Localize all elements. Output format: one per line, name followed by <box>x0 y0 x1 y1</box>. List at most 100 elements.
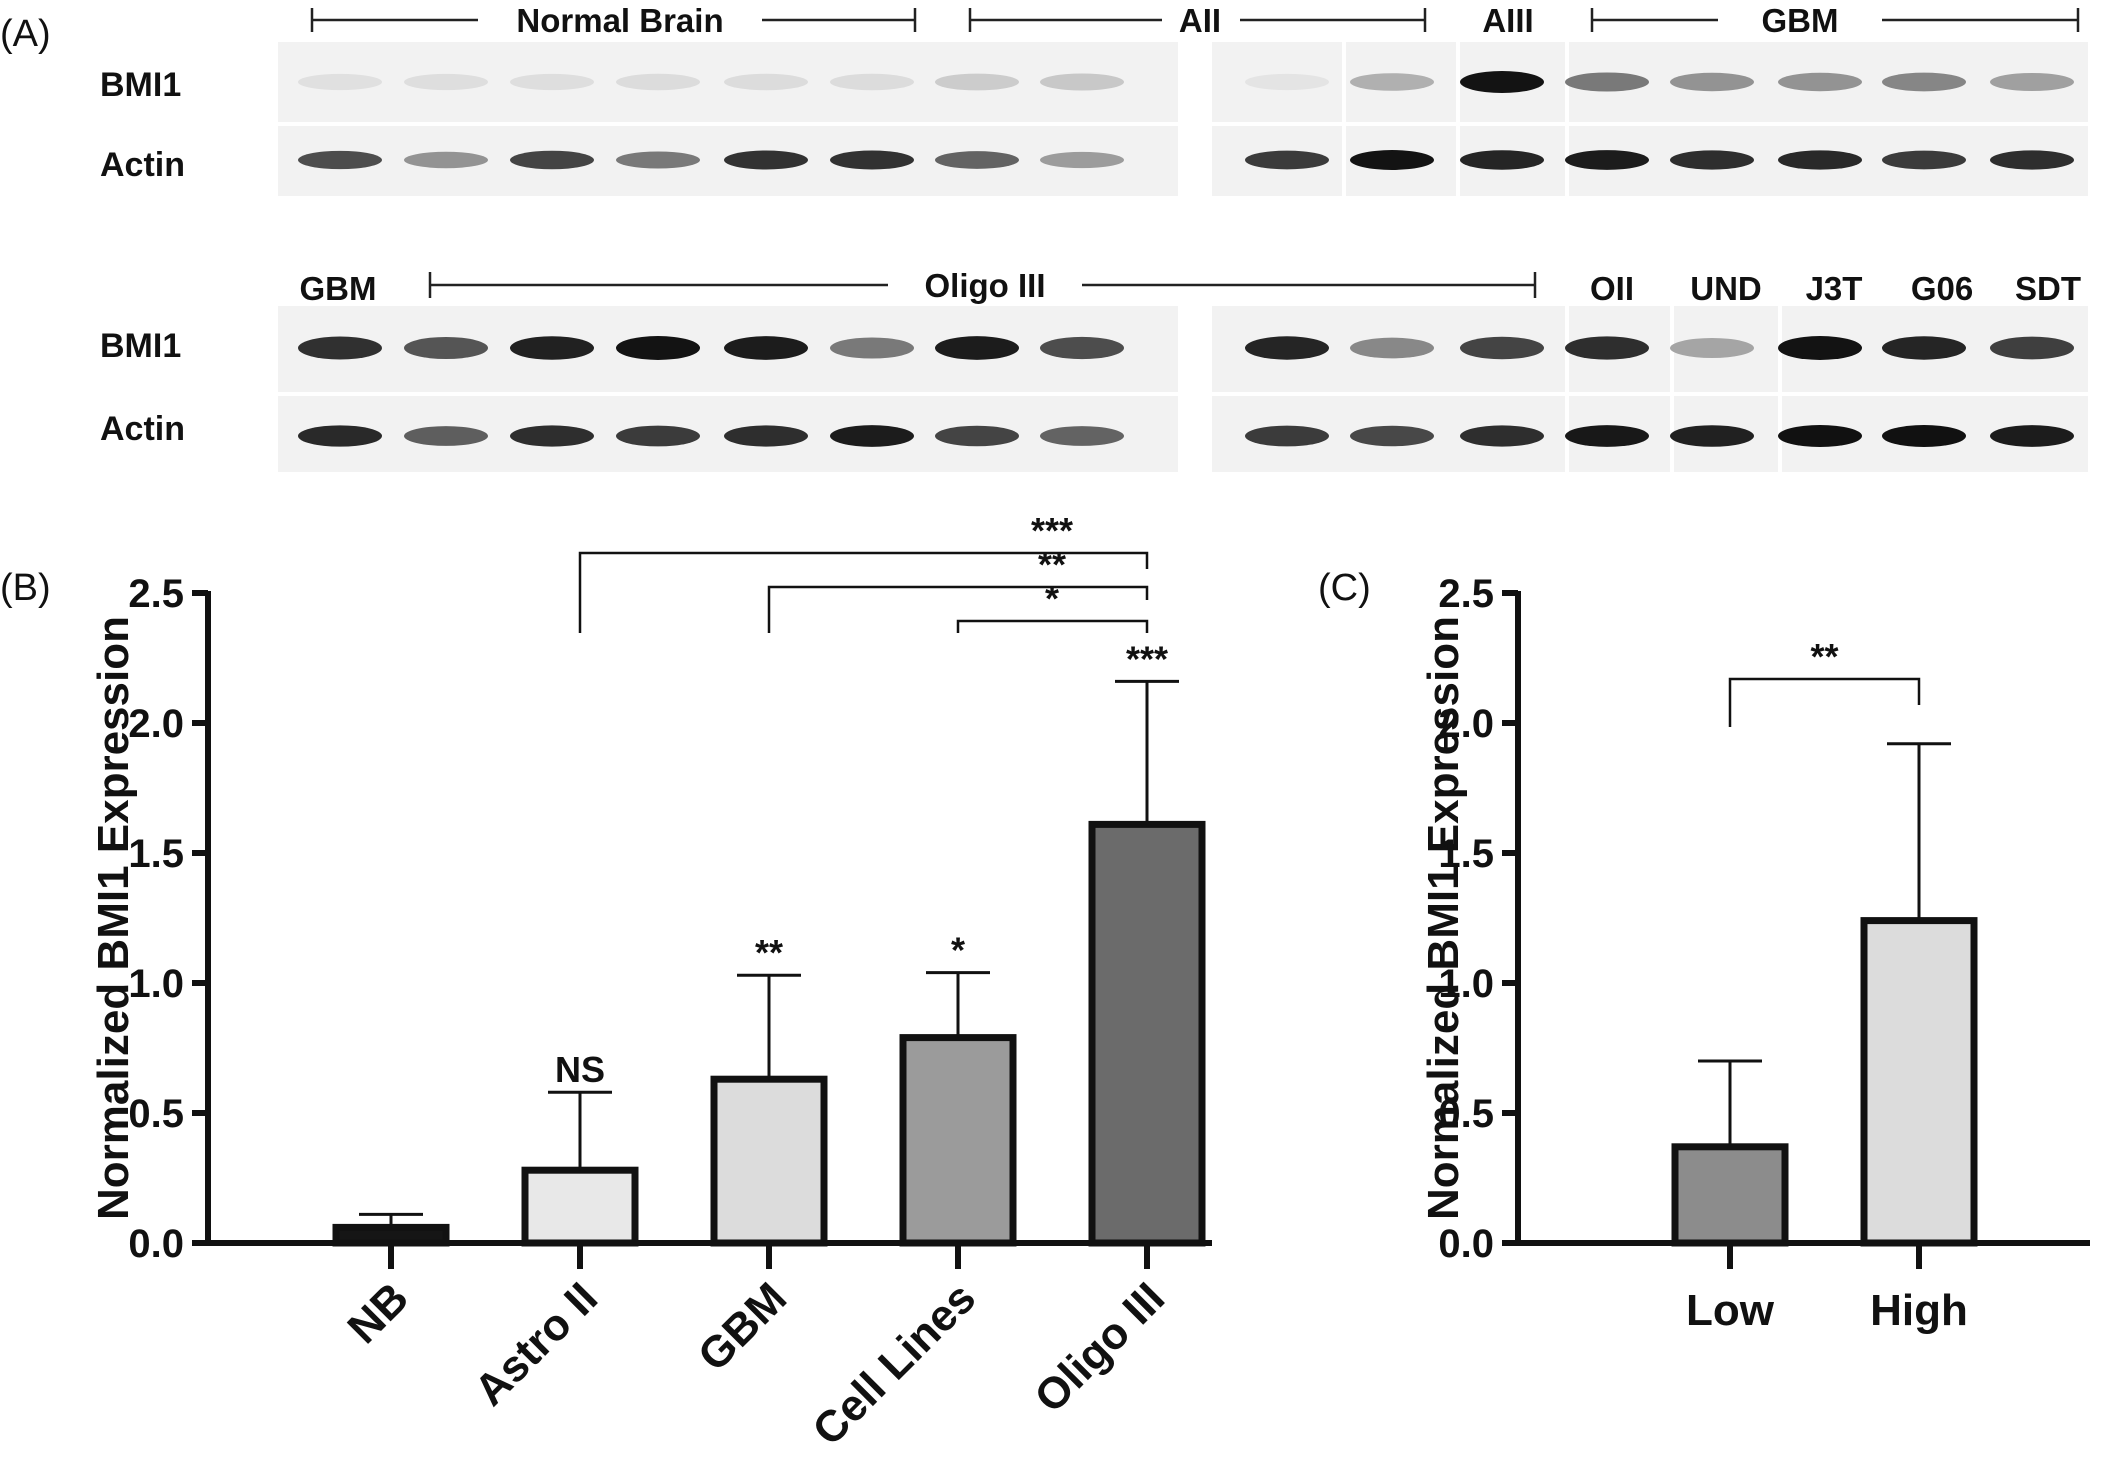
bar-cell-lines <box>899 1034 1017 1247</box>
band-top-actin-5 <box>724 150 808 170</box>
panel-c-y-axis-title: Normalized BMI1 Expression <box>1419 616 1468 1220</box>
comparison-gbm-vs-oligo-iii-bracket <box>767 585 1149 633</box>
panel-b-axes: 0.0 0.5 1.0 1.5 2.0 2.5 <box>128 572 1212 1269</box>
band-top-bmi1-1 <box>298 73 382 91</box>
group-label-aiii: AIII <box>1482 2 1533 39</box>
band-top-bmi1-5 <box>724 73 808 91</box>
significance-label-astro-ii: NS <box>555 1049 605 1090</box>
panel-b-label: (B) <box>0 567 51 609</box>
blot-bands <box>298 71 2074 447</box>
band-top-actin-15 <box>1882 150 1966 170</box>
panel-c-chart: (C) Normalized BMI1 Expression 0.0 0.5 1.0… <box>1318 567 2090 1335</box>
band-top-bmi1-6 <box>830 73 914 91</box>
row-label-actin-bottom: Actin <box>100 410 185 448</box>
group-label-normal-brain: Normal Brain <box>516 2 723 39</box>
y-tick-label-0.5: 0.5 <box>1438 1092 1494 1136</box>
group-label-g06: G06 <box>1911 270 1973 307</box>
band-bottom-actin-13 <box>1670 425 1754 447</box>
band-top-bmi1-15 <box>1882 72 1966 92</box>
band-top-actin-11 <box>1460 150 1544 170</box>
comparison-gbm-vs-oligo-iii-label: ** <box>1038 544 1066 585</box>
band-top-actin-3 <box>510 150 594 170</box>
x-tick-label-astro-ii: Astro II <box>465 1273 607 1415</box>
band-bottom-bmi1-3 <box>510 336 594 360</box>
band-bottom-actin-1 <box>298 425 382 447</box>
group-label-gbm-top: GBM <box>1762 2 1839 39</box>
panel-b-y-axis-title: Normalized BMI1 Expression <box>89 616 138 1220</box>
band-bottom-bmi1-1 <box>298 336 382 360</box>
group-label-aii: AII <box>1179 2 1221 39</box>
panel-b-significance: ****** <box>578 510 1149 633</box>
band-bottom-actin-7 <box>935 425 1019 447</box>
y-tick-label-1.5: 1.5 <box>1438 832 1494 876</box>
band-top-bmi1-16 <box>1990 72 2074 92</box>
comparison-cell-lines-vs-oligo-iii-label: * <box>1045 578 1059 619</box>
y-tick-label-2.5: 2.5 <box>128 572 184 616</box>
band-top-bmi1-11 <box>1460 71 1544 93</box>
group-label-gbm-bottom: GBM <box>300 270 377 307</box>
bar-astro-ii <box>521 1166 639 1247</box>
band-bottom-actin-16 <box>1990 425 2074 447</box>
significance-label-gbm: ** <box>755 932 783 973</box>
band-bottom-bmi1-11 <box>1460 336 1544 360</box>
comparison-low-vs-high-label: ** <box>1810 636 1838 677</box>
group-bracket-aii <box>968 8 1427 32</box>
band-bottom-actin-9 <box>1245 425 1329 447</box>
group-bracket-oligo-iii <box>428 272 1537 298</box>
blot-strips <box>278 42 2088 472</box>
panel-c-label: (C) <box>1318 567 1371 609</box>
panel-b-error-bars: NS** **** <box>359 638 1179 1228</box>
x-tick-label-high: High <box>1870 1286 1968 1335</box>
band-top-bmi1-13 <box>1670 72 1754 92</box>
band-bottom-actin-6 <box>830 425 914 447</box>
y-tick-label-2.0: 2.0 <box>128 702 184 746</box>
x-tick-label-low: Low <box>1686 1286 1775 1335</box>
y-tick-label-0.5: 0.5 <box>128 1092 184 1136</box>
group-label-oii: OII <box>1590 270 1634 307</box>
panel-c-bars <box>1671 917 1978 1247</box>
panel-b-bars <box>332 820 1206 1247</box>
band-bottom-bmi1-8 <box>1040 336 1124 360</box>
band-bottom-actin-3 <box>510 425 594 447</box>
group-bracket-normal-brain <box>310 8 917 32</box>
x-tick-label-gbm: GBM <box>689 1273 796 1380</box>
panel-a-label: (A) <box>0 13 51 55</box>
band-top-actin-9 <box>1245 150 1329 170</box>
bar-gbm <box>710 1075 828 1247</box>
x-tick-label-oligo-iii: Oligo III <box>1025 1273 1174 1422</box>
band-bottom-actin-11 <box>1460 425 1544 447</box>
band-bottom-bmi1-14 <box>1778 336 1862 360</box>
panel-c-axes: 0.0 0.5 1.0 1.5 2.0 2.5 <box>1438 572 2090 1269</box>
band-bottom-bmi1-13 <box>1670 338 1754 358</box>
group-label-j3t: J3T <box>1806 270 1863 307</box>
x-tick-label-nb: NB <box>338 1273 418 1353</box>
band-top-actin-12 <box>1565 150 1649 170</box>
x-tick-label-cell-lines: Cell Lines <box>803 1273 985 1455</box>
band-bottom-actin-12 <box>1565 425 1649 447</box>
band-bottom-bmi1-12 <box>1565 336 1649 360</box>
band-top-bmi1-3 <box>510 73 594 91</box>
group-label-oligo-iii: Oligo III <box>925 267 1046 304</box>
band-top-actin-13 <box>1670 150 1754 170</box>
blot-dividers <box>1342 40 1782 474</box>
bar-high <box>1860 917 1978 1247</box>
band-top-actin-6 <box>830 150 914 170</box>
band-top-actin-7 <box>935 151 1019 169</box>
y-tick-label-1.0: 1.0 <box>1438 962 1494 1006</box>
panel-c-significance: ** <box>1728 636 1921 727</box>
bar-low <box>1671 1143 1789 1247</box>
band-top-bmi1-2 <box>404 73 488 91</box>
group-bracket-gbm-top <box>1590 8 2080 32</box>
band-bottom-bmi1-4 <box>616 336 700 360</box>
band-bottom-actin-8 <box>1040 426 1124 446</box>
bar-oligo-iii <box>1088 820 1206 1247</box>
group-label-sdt: SDT <box>2015 270 2081 307</box>
significance-label-cell-lines: * <box>951 930 965 971</box>
band-bottom-bmi1-15 <box>1882 336 1966 360</box>
panel-b-x-tick-labels: NB Astro II GBM Cell Lines Oligo III <box>338 1273 1174 1455</box>
band-bottom-bmi1-6 <box>830 337 914 359</box>
band-top-actin-1 <box>298 150 382 170</box>
comparison-astro-ii-vs-oligo-iii-bracket <box>578 551 1149 633</box>
band-bottom-actin-10 <box>1350 425 1434 447</box>
